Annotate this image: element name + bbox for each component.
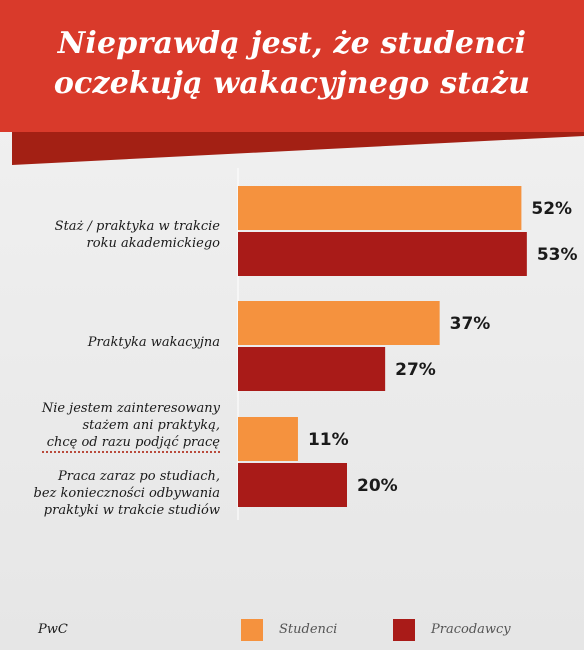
category-label-line: Nie jestem zainteresowany bbox=[41, 401, 220, 416]
legend-swatch-pracodawcy bbox=[393, 619, 415, 641]
source-label: PwC bbox=[38, 622, 68, 637]
chart-title: Nieprawdą jest, że studenci oczekują wak… bbox=[14, 24, 570, 104]
category-label-praktyka-wakacyjna: Praktyka wakacyjna bbox=[88, 334, 220, 351]
value-labels-group: 52% 37% 11% 53% 27% 20% bbox=[308, 199, 578, 496]
category-label-staz: Staż / praktyka w trakcie roku akademick… bbox=[55, 218, 220, 252]
category-label-line: Praktyka wakacyjna bbox=[87, 335, 220, 350]
value-label-studenci-1: 52% bbox=[531, 199, 572, 219]
bar-pracodawcy-2 bbox=[238, 347, 386, 391]
bar-studenci-3 bbox=[238, 417, 298, 461]
legend-label-studenci: Studenci bbox=[279, 622, 338, 637]
bar-pracodawcy-3 bbox=[238, 463, 347, 507]
category-label-line: praktyki w trakcie studiów bbox=[43, 503, 220, 518]
category-label-nie-zainteresowany: Nie jestem zainteresowany stażem ani pra… bbox=[41, 400, 220, 453]
category-label-praca-zaraz: Praca zaraz po studiach, bez koniecznośc… bbox=[34, 468, 220, 519]
bar-studenci-2 bbox=[238, 301, 440, 345]
bar-pracodawcy-1 bbox=[238, 232, 527, 276]
banner-background bbox=[0, 0, 584, 132]
category-label-line: Praca zaraz po studiach, bbox=[58, 469, 220, 484]
value-label-pracodawcy-2: 27% bbox=[395, 360, 436, 380]
value-label-studenci-2: 37% bbox=[450, 314, 491, 334]
category-label-line: stażem ani praktyką, bbox=[82, 418, 220, 433]
legend-label-pracodawcy: Pracodawcy bbox=[431, 622, 511, 637]
bars-group bbox=[238, 186, 527, 507]
category-label-line: bez konieczności odbywania bbox=[33, 486, 220, 501]
category-label-line: Staż / praktyka w trakcie bbox=[54, 219, 220, 234]
category-label-line: roku akademickiego bbox=[86, 236, 220, 251]
legend-swatch-studenci bbox=[241, 619, 263, 641]
category-label-line: chcę od razu podjąć pracę bbox=[41, 434, 220, 453]
title-line-2: oczekują wakacyjnego stażu bbox=[53, 66, 531, 101]
value-label-pracodawcy-3: 20% bbox=[357, 476, 398, 496]
value-label-studenci-3: 11% bbox=[308, 430, 349, 450]
title-line-1: Nieprawdą jest, że studenci bbox=[57, 26, 527, 61]
bar-studenci-1 bbox=[238, 186, 522, 230]
value-label-pracodawcy-1: 53% bbox=[537, 245, 578, 265]
title-banner bbox=[0, 0, 584, 165]
